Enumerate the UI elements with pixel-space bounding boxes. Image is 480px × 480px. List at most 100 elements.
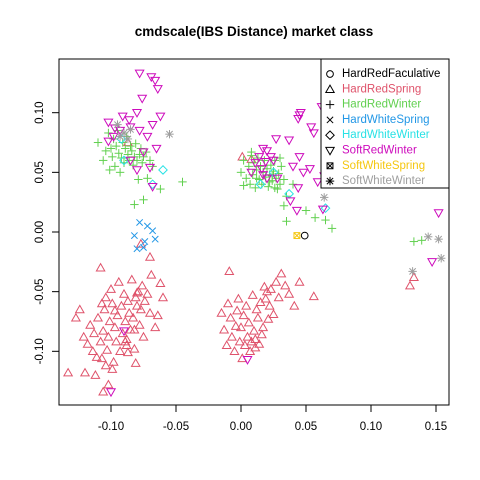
- data-point: [131, 109, 143, 118]
- data-point: [109, 322, 120, 332]
- data-point: [243, 317, 254, 327]
- data-point: [294, 153, 305, 163]
- data-point: [261, 147, 273, 157]
- x-tick-label: -0.10: [98, 421, 124, 433]
- data-point: [102, 344, 113, 354]
- data-point: [312, 178, 323, 188]
- data-point: [130, 358, 141, 367]
- data-point: [111, 336, 122, 346]
- data-point: [417, 236, 426, 245]
- data-point: [152, 85, 163, 95]
- data-point: [232, 305, 243, 315]
- data-point: [96, 298, 107, 308]
- legend-item: HardRedFaculative: [326, 68, 440, 80]
- data-point: [279, 201, 289, 210]
- legend-label: SoftWhiteSpring: [342, 160, 425, 172]
- data-point: [157, 292, 169, 302]
- data-point: [258, 322, 269, 332]
- data-point: [103, 137, 114, 147]
- data-point: [219, 324, 230, 334]
- legend-item: SoftWhiteWinter: [325, 175, 425, 187]
- data-point: [143, 174, 152, 183]
- data-point: [107, 298, 118, 308]
- data-point: [261, 286, 273, 296]
- data-point: [241, 300, 252, 310]
- data-point: [126, 274, 137, 284]
- data-point: [280, 280, 291, 290]
- data-point: [254, 153, 265, 163]
- data-point: [317, 205, 328, 215]
- legend-box: [320, 58, 450, 189]
- data-point: [256, 165, 267, 174]
- data-point: [98, 325, 109, 335]
- legend-marker: [325, 100, 335, 109]
- data-point: [246, 168, 257, 178]
- data-point: [327, 224, 337, 233]
- legend-item: SoftWhiteSpring: [326, 160, 425, 172]
- data-point: [250, 342, 261, 352]
- data-point: [248, 325, 260, 335]
- data-point: [139, 195, 148, 204]
- data-point: [144, 307, 156, 317]
- data-point: [103, 118, 114, 128]
- data-point: [130, 292, 141, 302]
- data-point: [115, 132, 125, 141]
- data-point: [408, 267, 417, 276]
- data-point: [284, 288, 295, 298]
- data-point: [135, 304, 146, 314]
- legend-item: HardRedWinter: [325, 99, 421, 111]
- points-layer: [63, 69, 446, 398]
- data-point: [258, 144, 269, 154]
- data-point: [131, 166, 143, 176]
- data-point: [134, 319, 145, 329]
- data-point: [293, 115, 304, 124]
- data-point: [137, 94, 148, 104]
- data-point: [138, 148, 149, 158]
- data-point: [298, 168, 309, 178]
- data-point: [289, 300, 300, 310]
- data-point: [268, 156, 279, 166]
- data-point: [301, 206, 311, 215]
- legend-label: HardRedWinter: [342, 99, 421, 111]
- data-point: [138, 331, 149, 341]
- data-point: [133, 245, 141, 253]
- data-point: [74, 304, 85, 314]
- data-point: [265, 284, 276, 293]
- data-point: [134, 175, 143, 184]
- data-point: [152, 310, 163, 320]
- legend-marker: [324, 84, 336, 93]
- data-point: [127, 146, 136, 156]
- legend-marker: [326, 116, 334, 124]
- data-point: [116, 300, 127, 310]
- data-point: [263, 313, 274, 323]
- data-point: [151, 144, 162, 154]
- data-point: [118, 288, 130, 298]
- data-point: [126, 141, 135, 151]
- data-point: [149, 227, 157, 235]
- data-point: [91, 352, 102, 361]
- y-axis: -0.10 -0.05 0.00 0.05 0.10: [34, 101, 60, 364]
- data-point: [108, 152, 117, 162]
- data-point: [310, 213, 320, 222]
- data-point: [437, 254, 446, 263]
- data-point: [131, 287, 143, 297]
- legend-label: HardRedFaculative: [342, 68, 440, 80]
- data-point: [150, 76, 161, 86]
- data-point: [178, 177, 187, 187]
- data-point: [321, 215, 330, 225]
- data-point: [129, 343, 140, 353]
- data-point: [433, 209, 444, 219]
- data-point: [226, 331, 237, 341]
- data-point: [264, 300, 275, 310]
- data-point: [285, 197, 296, 207]
- data-point: [230, 321, 241, 330]
- legend-marker: [325, 130, 335, 141]
- data-point: [304, 165, 315, 174]
- data-point: [118, 327, 130, 337]
- x-tick-label: 0.15: [425, 421, 447, 433]
- data-point: [251, 304, 262, 314]
- data-point: [124, 116, 135, 126]
- data-point: [264, 182, 273, 191]
- data-point: [119, 158, 129, 167]
